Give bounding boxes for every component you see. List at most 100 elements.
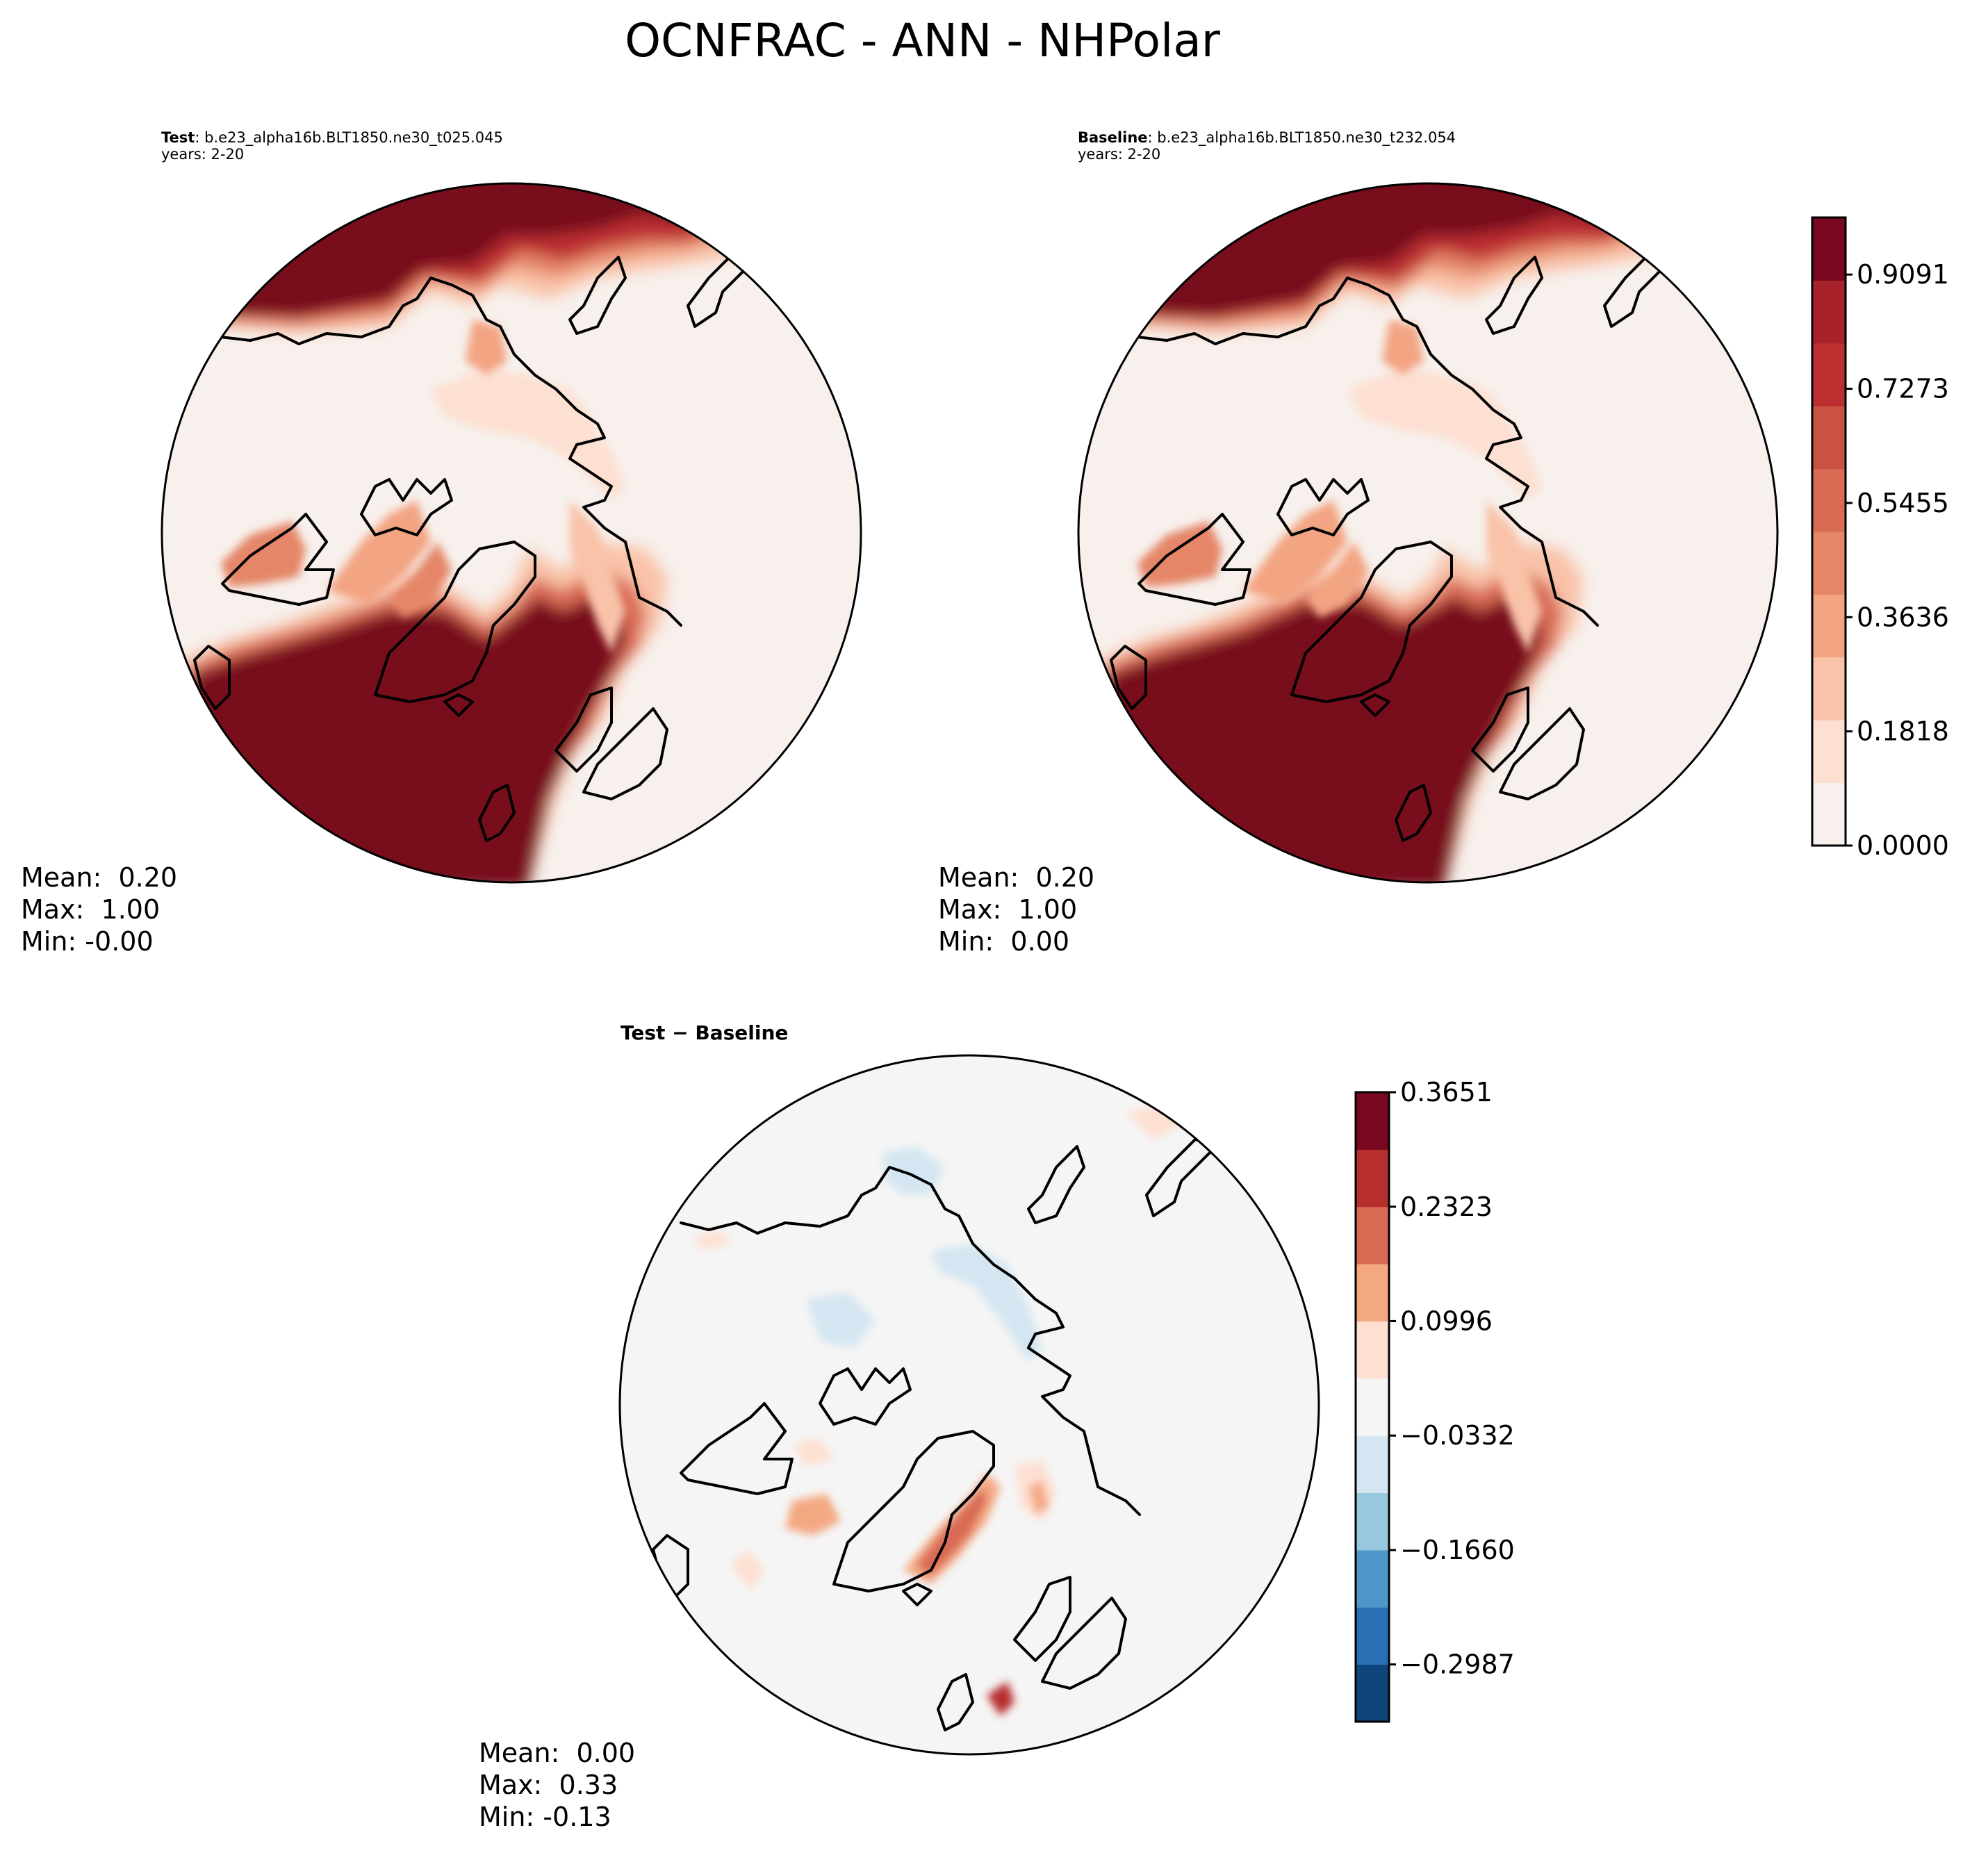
test-baffin-shelf	[327, 500, 431, 604]
test-coast-britain	[478, 784, 516, 842]
test-coast-europe	[582, 707, 668, 800]
baseline-coast-greenland	[1290, 541, 1453, 703]
baseline-max: Max: 1.00	[938, 894, 1078, 925]
baseline-map-border	[1077, 182, 1779, 884]
rdbu-colorbar-tick-label: −0.1660	[1400, 1535, 1515, 1565]
diff-neg-arctic	[806, 1292, 876, 1348]
rdbu-colorbar-swatch	[1356, 1607, 1389, 1665]
diff-neg-siberia	[931, 1244, 1042, 1362]
rdbu-colorbar-tick-label: −0.2987	[1400, 1649, 1515, 1680]
diff-map	[620, 1055, 1319, 1754]
test-coast-iceland	[443, 693, 474, 717]
reds-colorbar-tick-label: 0.0000	[1857, 830, 1949, 861]
rdbu-colorbar-tick-label: 0.2323	[1400, 1192, 1493, 1222]
test-coast-archipelago	[360, 478, 453, 536]
rdbu-colorbar-swatch	[1356, 1321, 1389, 1379]
test-stats: Mean: 0.20 Max: 1.00 Min: -0.00	[21, 862, 177, 957]
reds-colorbar-swatch	[1812, 406, 1846, 470]
baseline-greenland-strip	[1306, 542, 1368, 618]
rdbu-colorbar-border	[1354, 1091, 1390, 1723]
reds-colorbar-tick-label: 0.7273	[1857, 374, 1949, 404]
diff-coast-iceland	[902, 1583, 933, 1606]
diff-map-background	[620, 1055, 1319, 1754]
test-years: years: 2-20	[161, 146, 245, 163]
diff-anomalies	[695, 1105, 1181, 1716]
baseline-coast-archipelago	[1276, 478, 1370, 536]
rdbu-colorbar-swatch	[1356, 1492, 1389, 1551]
test-map-border	[161, 182, 862, 884]
reds-colorbar-swatch	[1812, 594, 1846, 658]
diff-pos-baffin	[785, 1494, 841, 1535]
reds-colorbar-swatch	[1812, 532, 1846, 595]
baseline-coast-alaska	[1485, 256, 1543, 335]
test-coast-scandinavia	[554, 686, 613, 773]
test-coast-greenland	[374, 541, 536, 703]
rdbu-colorbar-tick-label: 0.3651	[1400, 1077, 1493, 1107]
reds-colorbar-swatch	[1812, 657, 1846, 720]
rdbu-colorbar-swatch	[1356, 1549, 1389, 1608]
test-label: Test	[161, 129, 195, 146]
diff-pos-archipelago	[792, 1438, 834, 1466]
baseline-min: Min: 0.00	[938, 926, 1069, 957]
baseline-coast-britain	[1395, 784, 1432, 842]
baseline-coast-asia	[1136, 277, 1599, 627]
baseline-coast-europe	[1499, 707, 1585, 800]
colorbar-rdbu: −0.2987 −0.1660 −0.0332 0.0996 0.2323 0.3651	[1354, 1077, 1515, 1723]
reds-colorbar-tick-label: 0.3636	[1857, 602, 1949, 632]
rdbu-colorbar-swatch	[1356, 1378, 1389, 1436]
test-greenland-strip	[389, 542, 452, 618]
baseline-years: years: 2-20	[1078, 146, 1161, 163]
reds-colorbar-tick-label: 0.5455	[1857, 488, 1949, 518]
diff-coast-britain	[937, 1673, 974, 1731]
baseline-coast-scandinavia	[1471, 686, 1529, 773]
baseline-label: Baseline	[1078, 129, 1148, 146]
baseline-coast-canada	[1137, 513, 1251, 606]
baseline-barents-shelf	[1486, 500, 1542, 653]
test-coastlines	[193, 249, 766, 842]
baseline-siberian-shelf	[1347, 368, 1542, 500]
diff-min: Min: -0.13	[479, 1802, 611, 1832]
diff-pos-labrador	[730, 1549, 764, 1591]
test-shelf-gradient	[221, 320, 625, 653]
rdbu-colorbar-swatch	[1356, 1092, 1389, 1150]
main-title: OCNFRAC - ANN - NHPolar	[625, 14, 1220, 67]
baseline-bering-shelf	[1382, 320, 1424, 375]
baseline-shelf-gradient	[1137, 320, 1542, 653]
diff-stats: Mean: 0.00 Max: 0.33 Min: -0.13	[479, 1737, 635, 1833]
baseline-stats: Mean: 0.20 Max: 1.00 Min: 0.00	[938, 862, 1094, 957]
test-coast-canada	[221, 513, 335, 606]
rdbu-colorbar-swatch	[1356, 1264, 1389, 1321]
diff-coast-canada	[680, 1402, 794, 1495]
reds-colorbar-tick-label: 0.9091	[1857, 259, 1949, 290]
diff-pos-barents	[1028, 1480, 1049, 1515]
diff-title: Test − Baseline	[621, 1021, 789, 1044]
test-map	[162, 183, 861, 882]
test-case: : b.e23_alpha16b.BLT1850.ne30_t025.045	[195, 129, 503, 146]
test-hudson-bay	[221, 521, 306, 587]
baseline-header: Baseline: b.e23_alpha16b.BLT1850.ne30_t2…	[1078, 129, 1456, 163]
diff-coast-alaska	[1027, 1145, 1085, 1224]
diff-pos-europe	[987, 1681, 1014, 1716]
diff-pos-atlantic-core	[917, 1487, 987, 1577]
rdbu-colorbar-swatch	[1356, 1664, 1389, 1722]
test-coast-labrador	[193, 645, 231, 710]
reds-colorbar-border	[1811, 216, 1847, 847]
reds-colorbar-swatch	[1812, 720, 1846, 784]
test-siberian-shelf	[431, 368, 625, 500]
baseline-pacific-band-10	[1125, 183, 1723, 316]
diff-pos-asia	[695, 1230, 730, 1251]
reds-colorbar-tick-label: 0.1818	[1857, 716, 1949, 747]
reds-colorbar-swatch	[1812, 782, 1846, 846]
test-min: Min: -0.00	[21, 926, 154, 957]
test-header: Test: b.e23_alpha16b.BLT1850.ne30_t025.0…	[161, 129, 503, 163]
rdbu-colorbar-swatch	[1356, 1206, 1389, 1265]
test-barents-shelf	[570, 500, 625, 653]
baseline-baffin-shelf	[1243, 500, 1347, 604]
rdbu-colorbar-swatch	[1356, 1435, 1389, 1494]
baseline-coast-labrador	[1110, 645, 1147, 710]
colorbar-reds: 0.0000 0.1818 0.3636 0.5455 0.7273 0.9091	[1811, 216, 1949, 861]
reds-colorbar-swatch	[1812, 280, 1846, 344]
diff-coast-archipelago	[819, 1367, 912, 1426]
test-coast-asia	[220, 277, 682, 627]
